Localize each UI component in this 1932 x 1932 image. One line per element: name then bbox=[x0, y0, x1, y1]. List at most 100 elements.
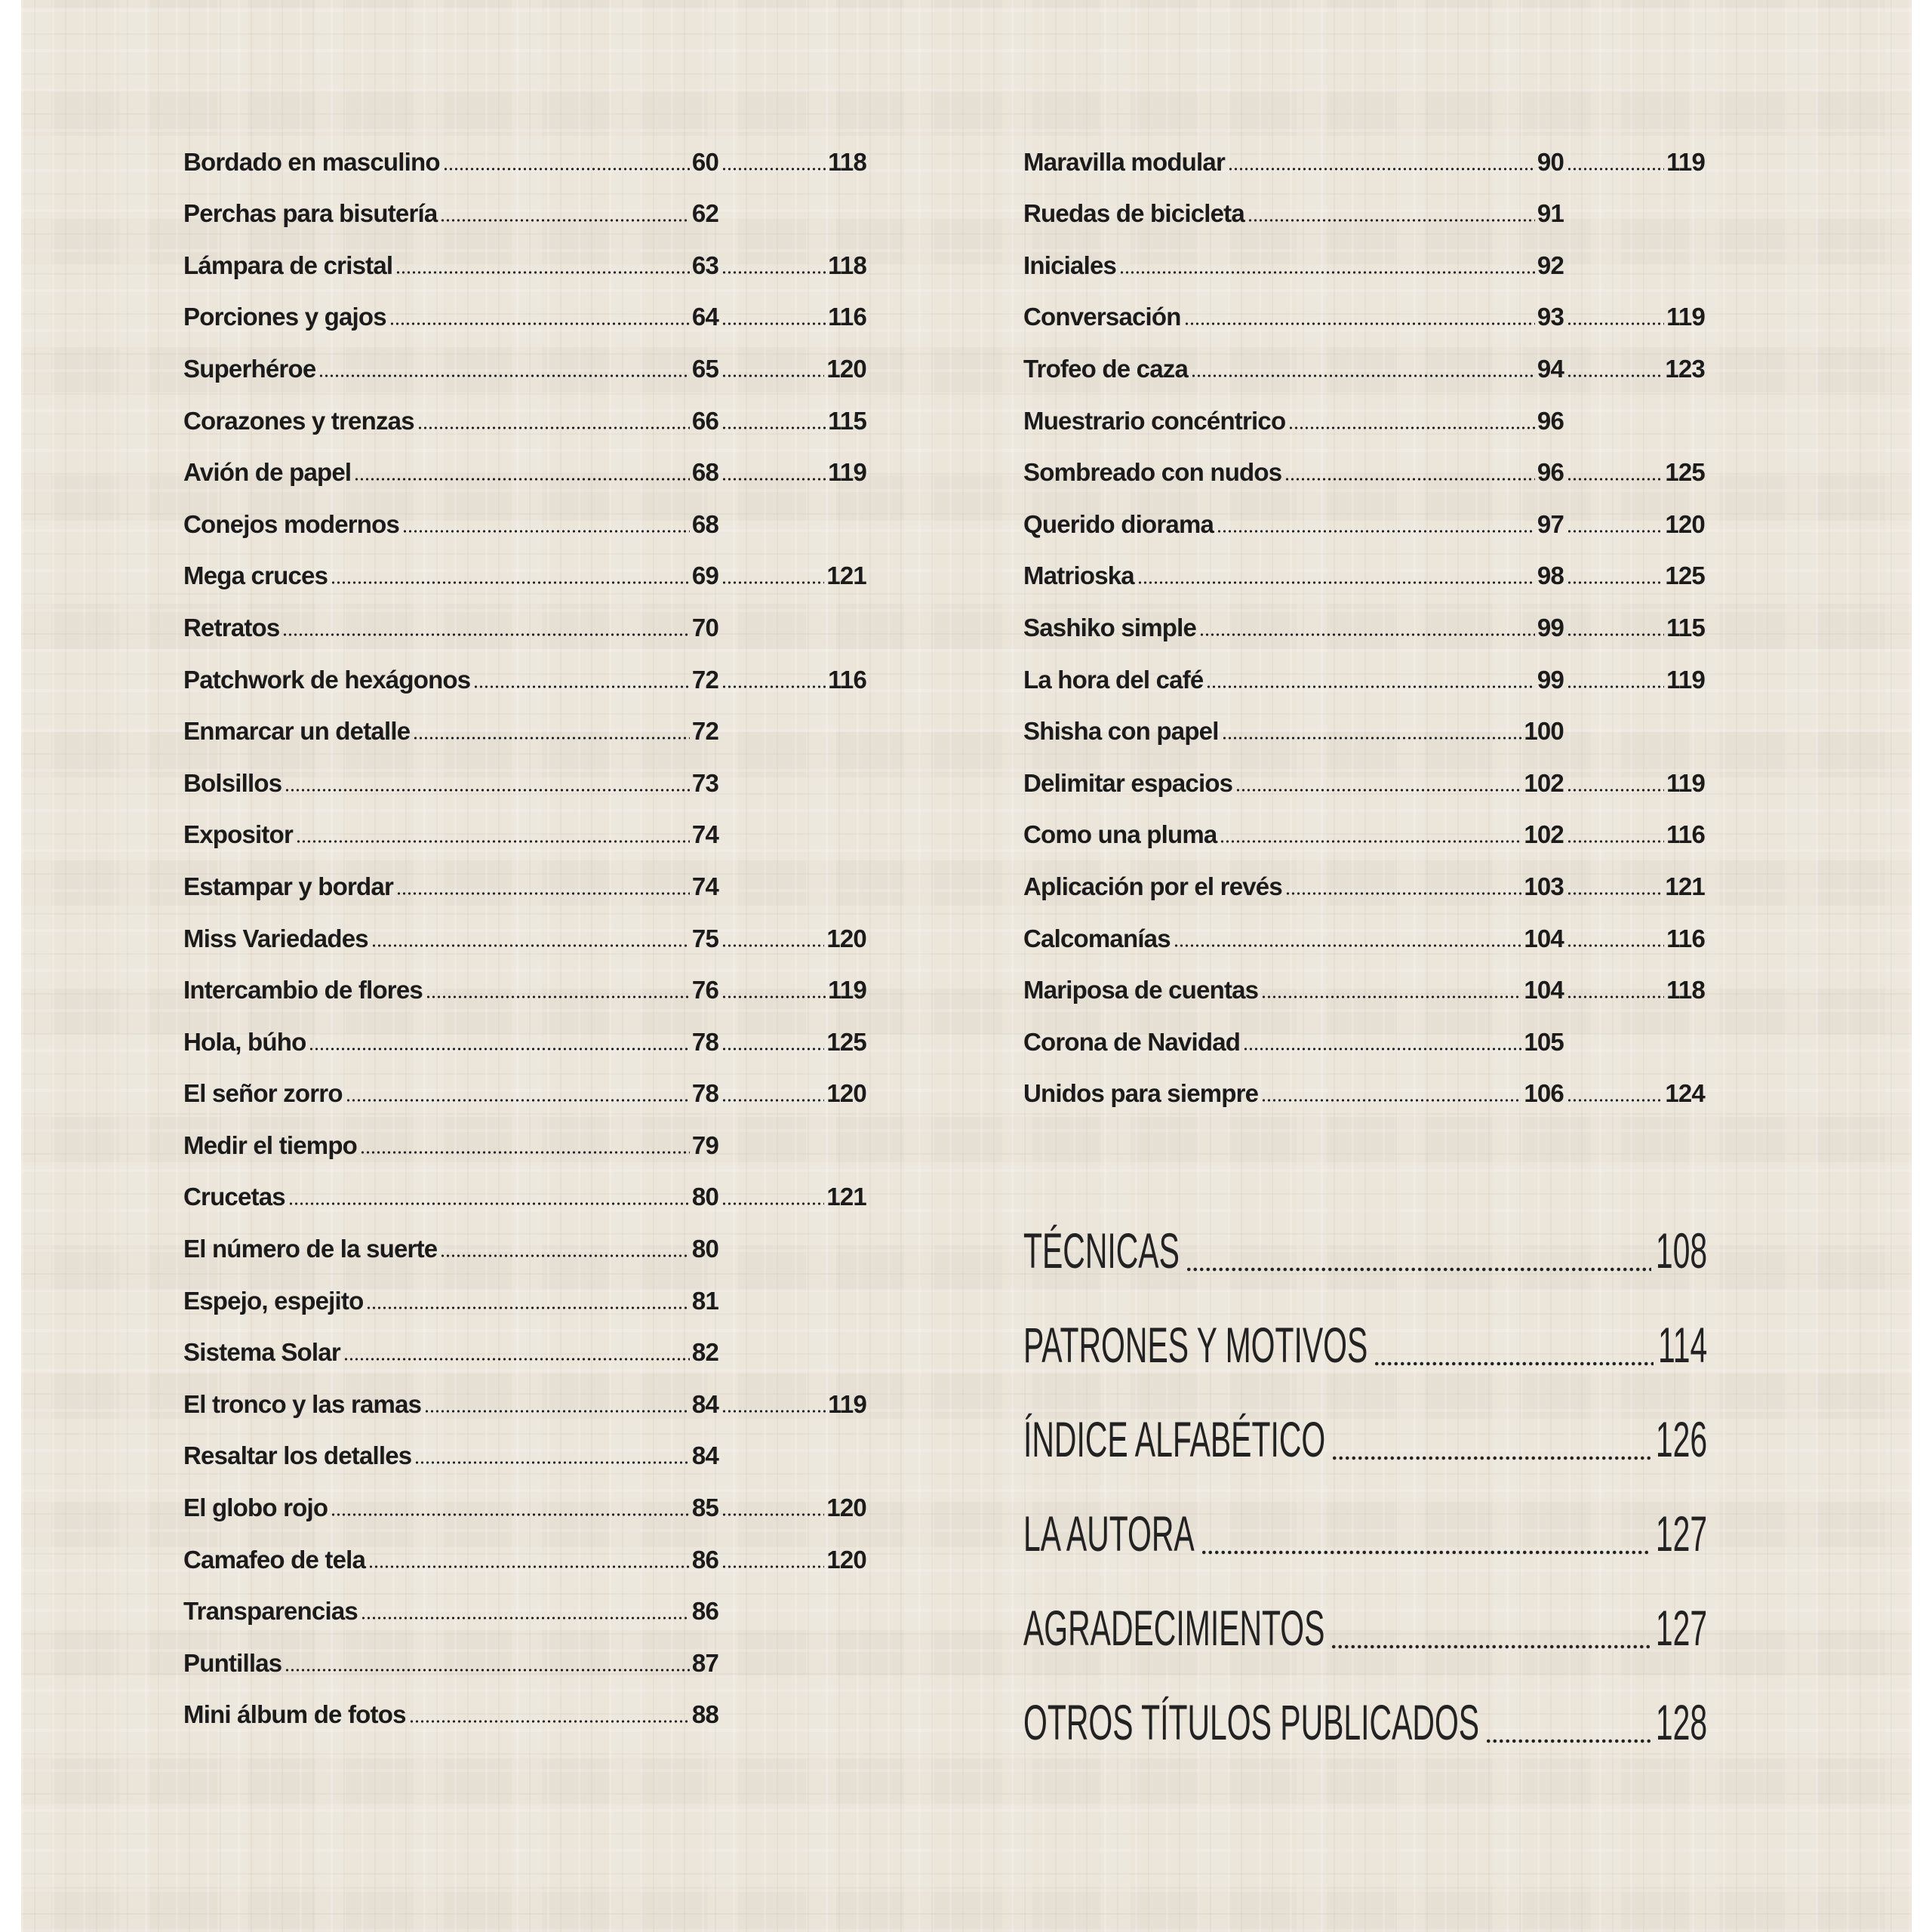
toc-entry[interactable]: Superhéroe 65 120 bbox=[183, 331, 867, 383]
toc-entry[interactable]: Camafeo de tela 86 120 bbox=[183, 1522, 867, 1574]
toc-entry[interactable]: Corona de Navidad 105 bbox=[1023, 1004, 1705, 1057]
entry-title: Porciones y gajos bbox=[183, 303, 387, 331]
section-page: 128 bbox=[1655, 1694, 1707, 1750]
dot-leader bbox=[296, 840, 690, 844]
toc-entry[interactable]: Ruedas de bicicleta 91 bbox=[1023, 177, 1705, 229]
entry-page: 74 bbox=[691, 820, 719, 849]
entry-page: 74 bbox=[691, 872, 719, 900]
toc-entry[interactable]: Estampar y bordar 74 bbox=[183, 849, 866, 901]
entry-pattern-page: 121 bbox=[1665, 872, 1705, 900]
toc-entry[interactable]: Trofeo de caza 94 123 bbox=[1023, 331, 1706, 383]
toc-entry-main: Muestrario concéntrico 96 bbox=[1023, 407, 1564, 435]
toc-entry-pattern: 119 bbox=[1564, 666, 1706, 694]
toc-entry[interactable]: Mini álbum de fotos 88 bbox=[183, 1678, 866, 1730]
toc-section[interactable]: AGRADECIMIENTOS 127 bbox=[1023, 1562, 1707, 1657]
toc-section[interactable]: TÉCNICAS 108 bbox=[1023, 1185, 1707, 1279]
toc-entry[interactable]: Iniciales 92 bbox=[1023, 228, 1705, 280]
entry-pattern-page: 125 bbox=[1665, 458, 1705, 487]
toc-entry-pattern: 119 bbox=[1564, 148, 1706, 177]
dot-leader bbox=[1137, 581, 1535, 585]
toc-entry[interactable]: Shisha con papel 100 bbox=[1023, 694, 1705, 746]
entry-title: Corona de Navidad bbox=[1023, 1027, 1241, 1056]
toc-entry-pattern: 116 bbox=[1564, 924, 1706, 953]
entry-pattern-page: 116 bbox=[828, 303, 867, 331]
toc-entry[interactable]: Porciones y gajos 64 116 bbox=[183, 280, 867, 332]
section-title-wrap: PATRONES Y MOTIVOS bbox=[1023, 1316, 1374, 1374]
toc-entry[interactable]: Bordado en masculino 60 118 bbox=[183, 125, 867, 177]
toc-entry[interactable]: El tronco y las ramas 84 119 bbox=[183, 1367, 867, 1419]
entry-title: Sistema Solar bbox=[183, 1338, 341, 1367]
entry-page: 86 bbox=[691, 1545, 719, 1574]
toc-entry[interactable]: Retratos 70 bbox=[183, 590, 866, 642]
toc-entry[interactable]: Sistema Solar 82 bbox=[183, 1315, 866, 1367]
toc-entry[interactable]: Querido diorama 97 120 bbox=[1023, 487, 1706, 539]
toc-entry[interactable]: Aplicación por el revés 103 121 bbox=[1023, 849, 1706, 901]
entry-title: Aplicación por el revés bbox=[1023, 872, 1283, 900]
toc-entry[interactable]: Puntillas 87 bbox=[183, 1626, 866, 1678]
toc-section[interactable]: ÍNDICE ALFABÉTICO 126 bbox=[1023, 1374, 1707, 1468]
dot-leader bbox=[721, 426, 826, 429]
entry-title: Delimitar espacios bbox=[1023, 768, 1233, 797]
entry-title: Perchas para bisutería bbox=[183, 199, 438, 228]
toc-entry[interactable]: Matrioska 98 125 bbox=[1023, 539, 1706, 591]
toc-entry[interactable]: Bolsillos 73 bbox=[183, 746, 866, 798]
entry-page: 97 bbox=[1537, 509, 1564, 538]
dot-leader bbox=[396, 891, 690, 895]
section-title-wrap: TÉCNICAS bbox=[1023, 1222, 1186, 1279]
toc-entry[interactable]: Delimitar espacios 102 119 bbox=[1023, 746, 1706, 798]
toc-entry[interactable]: Espejo, espejito 81 bbox=[183, 1263, 866, 1315]
entry-pattern-page: 125 bbox=[1665, 561, 1705, 590]
toc-entry[interactable]: Avión de papel 68 119 bbox=[183, 435, 867, 488]
toc-entry[interactable]: El número de la suerte 80 bbox=[183, 1211, 866, 1263]
toc-entry-main: Delimitar espacios 102 bbox=[1023, 769, 1564, 798]
toc-entry[interactable]: Transparencias 86 bbox=[183, 1574, 866, 1626]
toc-entry[interactable]: El globo rojo 85 120 bbox=[183, 1470, 867, 1522]
toc-entry[interactable]: La hora del café 99 119 bbox=[1023, 642, 1706, 694]
dot-leader bbox=[1173, 943, 1522, 947]
toc-entry[interactable]: Resaltar los detalles 84 bbox=[183, 1419, 866, 1471]
toc-entry[interactable]: Como una pluma 102 116 bbox=[1023, 798, 1706, 850]
toc-entry[interactable]: Medir el tiempo 79 bbox=[183, 1108, 866, 1160]
toc-entry[interactable]: El señor zorro 78 120 bbox=[183, 1057, 867, 1109]
entry-pattern-page: 120 bbox=[826, 354, 866, 383]
toc-section[interactable]: OTROS TÍTULOS PUBLICADOS 128 bbox=[1023, 1657, 1707, 1751]
entry-title: Expositor bbox=[183, 820, 294, 849]
toc-entry[interactable]: Maravilla modular 90 119 bbox=[1023, 125, 1706, 177]
dot-leader bbox=[1567, 581, 1663, 585]
toc-entry[interactable]: Muestrario concéntrico 96 bbox=[1023, 383, 1705, 435]
toc-entry[interactable]: Enmarcar un detalle 72 bbox=[183, 694, 866, 746]
entry-title: La hora del café bbox=[1023, 665, 1204, 694]
toc-entry[interactable]: Mariposa de cuentas 104 118 bbox=[1023, 953, 1706, 1005]
section-title: PATRONES Y MOTIVOS bbox=[1023, 1317, 1368, 1373]
section-title-wrap: AGRADECIMIENTOS bbox=[1023, 1599, 1331, 1657]
toc-entry[interactable]: Patchwork de hexágonos 72 116 bbox=[183, 642, 867, 694]
entry-pattern-page: 119 bbox=[828, 976, 867, 1004]
toc-entry[interactable]: Sashiko simple 99 115 bbox=[1023, 590, 1706, 642]
toc-entry[interactable]: Perchas para bisutería 62 bbox=[183, 177, 866, 229]
entry-page: 88 bbox=[691, 1700, 719, 1729]
entry-page: 90 bbox=[1537, 147, 1564, 176]
toc-entry-pattern: 119 bbox=[718, 1390, 867, 1419]
toc-entry[interactable]: Lámpara de cristal 63 118 bbox=[183, 228, 867, 280]
toc-entry[interactable]: Conversación 93 119 bbox=[1023, 280, 1706, 332]
toc-entry-main: Superhéroe 65 bbox=[183, 355, 719, 383]
toc-entry[interactable]: Expositor 74 bbox=[183, 798, 866, 850]
toc-entry[interactable]: Miss Variedades 75 120 bbox=[183, 901, 867, 953]
toc-entry-pattern: 119 bbox=[1564, 769, 1706, 798]
toc-entry[interactable]: Conejos modernos 68 bbox=[183, 487, 866, 539]
toc-section[interactable]: LA AUTORA 127 bbox=[1023, 1468, 1707, 1562]
toc-entry[interactable]: Intercambio de flores 76 119 bbox=[183, 953, 867, 1005]
toc-entry[interactable]: Crucetas 80 121 bbox=[183, 1160, 867, 1212]
toc-section[interactable]: PATRONES Y MOTIVOS 114 bbox=[1023, 1279, 1707, 1374]
toc-entry-main: El número de la suerte 80 bbox=[183, 1235, 719, 1263]
entry-title: Resaltar los detalles bbox=[183, 1441, 412, 1470]
dot-leader bbox=[389, 322, 690, 326]
toc-entry[interactable]: Sombreado con nudos 96 125 bbox=[1023, 435, 1706, 488]
toc-entry[interactable]: Mega cruces 69 121 bbox=[183, 539, 867, 591]
entry-page: 106 bbox=[1524, 1079, 1564, 1108]
toc-entry[interactable]: Hola, búho 78 125 bbox=[183, 1004, 867, 1057]
toc-entry[interactable]: Corazones y trenzas 66 115 bbox=[183, 383, 867, 435]
dot-leader bbox=[721, 322, 826, 326]
toc-entry[interactable]: Unidos para siempre 106 124 bbox=[1023, 1057, 1706, 1109]
toc-entry[interactable]: Calcomanías 104 116 bbox=[1023, 901, 1706, 953]
